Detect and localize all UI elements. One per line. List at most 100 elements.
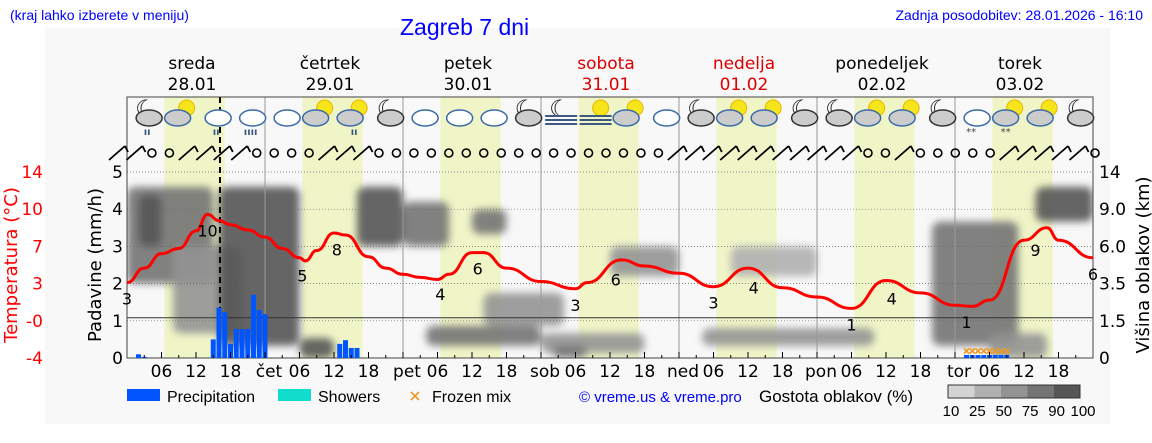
sun-cloud-icon [888,99,920,127]
day-name: četrtek [300,54,361,74]
precip-tick: 0 [112,349,123,369]
x-tick-label: sob [530,362,560,382]
temperature-label: 3 [570,296,580,315]
wind-calm-icon [985,148,996,158]
wind-barb-icon [213,145,231,161]
precip-axis-label: Padavine (mm/h) [85,188,106,342]
wind-calm-icon [915,148,926,158]
cloud-density-area [472,209,507,234]
temperature-label: 4 [749,278,759,297]
temperature-tick: 14 [21,163,43,183]
cross-stroke [974,347,982,355]
rain-drops: ıı [213,127,220,138]
wind-calm-icon [304,148,314,158]
temperature-label: 1 [961,313,971,332]
wind-barb-tick [700,145,706,153]
wind-barb-icon [1034,145,1052,161]
wind-calm-icon [269,148,279,158]
frozen-mix-marker [963,347,970,355]
day-date: 01.02 [720,75,769,95]
wind-barb-tick [840,145,845,153]
wind-barb-tick [770,145,775,153]
cloud-density-scale-label: 100 [1070,403,1095,420]
cloud-shape [445,109,474,127]
temperature-label: 3 [708,294,718,313]
x-tick-label: 06 [427,362,449,382]
fog-line [545,115,578,117]
cross-stroke [997,347,1005,355]
sun-cloud-icon [853,99,886,127]
cloud-icon [480,109,508,127]
precipitation-bar [337,343,343,358]
copyright-link[interactable]: © vreme.us & vreme.pro [579,389,742,406]
cloud-snow-icon: ** [963,109,991,138]
x-tick-label: 12 [461,362,483,382]
showers-legend-label: Showers [318,389,380,406]
cloud-height-tick: 1.5 [1099,312,1126,332]
temperature-line [126,212,1094,310]
showers-legend-swatch [278,389,311,401]
temperature-label: 10 [197,221,217,240]
location-menu-hint[interactable]: (kraj lahko izberete v meniju) [10,7,189,23]
rain-drops: ıı [144,127,151,138]
wind-barb-icon [1051,145,1069,161]
wind-calm-icon [409,148,419,158]
sun-cloud-icon [750,99,782,127]
day-date: 30.01 [444,75,493,95]
x-tick-label: 06 [703,362,725,382]
precipitation-bar [239,328,245,358]
moon-cloud-rain-icon: ☾ıı [135,95,163,138]
moon-cloud-icon: ☾ [825,95,853,127]
moon-cloud-icon: ☾ [687,95,715,127]
daylight-band [716,97,777,358]
temperature-label: 8 [332,240,342,259]
temperature-tick: 7 [32,237,43,257]
cloud-shape [336,109,364,127]
wind-calm-icon [1090,148,1100,158]
precipitation-bar [354,347,360,358]
precipitation-bar [343,340,348,358]
x-tick-label: čet [256,362,283,382]
fog-line [545,119,578,121]
sun-shape [592,99,610,117]
wind-calm-icon [583,148,594,158]
cloud-shape [991,109,1020,127]
wind-calm-icon [933,148,943,158]
cloud-density-scale-label: 90 [1048,403,1065,420]
cloud-density-scale-label: 50 [995,403,1012,420]
x-tick-label: 06 [841,362,863,382]
x-tick-label: 18 [358,362,380,382]
wind-barb-tick [910,145,915,153]
wind-barb-tick [805,145,810,153]
day-date: 28.01 [168,75,217,95]
sun-cloud-icon [1026,99,1058,127]
wind-calm-icon [566,148,576,158]
temperature-label: 4 [435,285,445,304]
wind-calm-icon [531,148,541,158]
x-tick-label: 12 [323,362,345,382]
cloud-shape [652,109,681,127]
wind-barb-icon [824,145,842,161]
sun-cloud-snow-icon: ** [991,99,1024,138]
cloud-shape [687,109,715,127]
cloud-density-swatch [948,385,975,398]
cloud-shape [612,109,640,127]
precip-tick: 4 [112,200,123,220]
wind-barb-icon [178,145,196,161]
temperature-axis-label: Temperatura (°C) [1,187,22,344]
cross-stroke [410,391,420,401]
x-tick-label: 06 [979,362,1001,382]
x-tick-label: 12 [185,362,207,382]
page-title: Zagreb 7 dni [400,14,530,40]
wind-calm-icon [967,148,978,158]
cloud-shape [928,109,957,127]
day-date: 29.01 [306,75,355,95]
moon-cloud-icon: ☾ [791,95,819,127]
daylight-band [302,97,363,358]
day-name: ponedeljek [835,54,929,74]
wind-barb-tick [683,145,688,153]
cloud-density-legend-title: Gostota oblakov (%) [759,387,913,406]
x-tick-label: 12 [599,362,621,382]
cloud-icon [273,109,301,127]
precipitation-bar [233,328,239,358]
